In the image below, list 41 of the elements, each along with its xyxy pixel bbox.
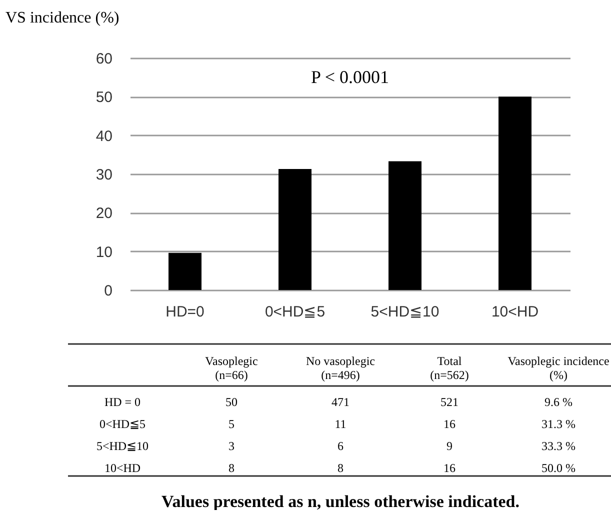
- x-tick-label: 0<HD≦5: [264, 304, 326, 320]
- text: 50.0 %: [542, 461, 576, 475]
- text: 9: [446, 439, 452, 453]
- bar: [168, 252, 202, 290]
- y-tick-label: 50: [96, 89, 112, 106]
- x-tick-label: 5<HD≦10: [370, 304, 440, 320]
- category-label: No vasoplegic (n=496): [306, 354, 375, 382]
- text: 11: [334, 417, 346, 431]
- bar: [388, 161, 422, 290]
- text: 471: [332, 395, 350, 409]
- text: 6: [338, 439, 344, 453]
- category-label: Vasoplegic incidence (%): [508, 354, 610, 382]
- y-tick-label: 0: [104, 282, 112, 300]
- x-tick-label: HD=0: [166, 304, 204, 320]
- category-label: HD = 0: [104, 395, 141, 409]
- category-label: Total (n=562): [430, 354, 469, 382]
- annotation: P < 0.0001: [311, 67, 389, 87]
- category-label: 0<HD≦5: [99, 417, 146, 431]
- y-tick-label: 10: [96, 244, 112, 261]
- category-label: Vasoplegic (n=66): [205, 354, 258, 382]
- text: 16: [444, 461, 456, 475]
- text: 50: [226, 395, 238, 409]
- text: 521: [440, 395, 458, 409]
- text: 16: [444, 417, 456, 431]
- text: 8: [228, 461, 234, 475]
- text: 31.3 %: [542, 417, 576, 431]
- text: 9.6 %: [544, 395, 572, 409]
- category-label: 10<HD: [104, 461, 141, 475]
- text: 5: [228, 417, 234, 431]
- y-tick-label: 20: [96, 205, 112, 222]
- bar: [498, 96, 532, 290]
- text: 3: [228, 439, 234, 453]
- y-tick-label: 30: [96, 166, 112, 184]
- text: 33.3 %: [542, 439, 576, 453]
- text: 8: [338, 461, 344, 475]
- y-axis-title: VS incidence (%): [6, 10, 120, 26]
- y-tick-label: 40: [96, 128, 112, 145]
- bar: [278, 168, 312, 290]
- y-tick-label: 60: [96, 50, 112, 68]
- category-label: 5<HD≦10: [96, 439, 149, 453]
- x-tick-label: 10<HD: [491, 304, 539, 320]
